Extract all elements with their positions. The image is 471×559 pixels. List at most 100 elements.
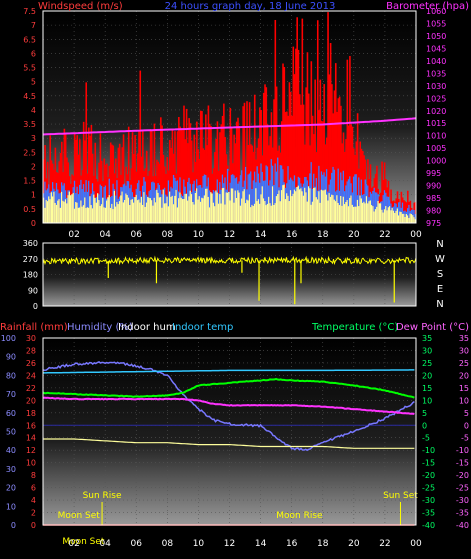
wind-bar-max bbox=[75, 139, 77, 223]
wind-bar-max bbox=[115, 158, 117, 223]
wind-bar-low bbox=[280, 190, 283, 223]
wind-bar-avg bbox=[337, 168, 340, 223]
wind-bar-low bbox=[121, 191, 124, 223]
wind-bar-low bbox=[43, 197, 45, 223]
wind-bar-avg bbox=[152, 181, 154, 223]
wind-bar-low bbox=[64, 199, 67, 223]
wind-bar-low bbox=[193, 204, 196, 223]
wind-bar-max bbox=[343, 151, 346, 223]
wind-bar-low bbox=[80, 200, 82, 223]
wind-bar-low bbox=[201, 197, 203, 223]
wind-bar-low bbox=[216, 192, 219, 223]
wind-bar-low bbox=[217, 203, 220, 223]
wind-bar-max bbox=[178, 117, 180, 223]
wind-bar-avg bbox=[266, 166, 269, 223]
wind-bar-max bbox=[346, 59, 349, 224]
wind-bar-max bbox=[196, 121, 198, 223]
wind-bar-max bbox=[314, 79, 316, 223]
wind-bar-low bbox=[295, 191, 297, 223]
temp-tick-l-10: 10 bbox=[422, 396, 432, 405]
baro-tick-1015: 1015 bbox=[426, 119, 446, 128]
x-tick-bot-12: 12 bbox=[224, 539, 235, 549]
wind-bar-max bbox=[246, 101, 248, 223]
wind-bar-low bbox=[131, 199, 134, 223]
wind-bar-avg bbox=[82, 184, 85, 223]
wind-bar-low bbox=[397, 215, 400, 223]
wind-bar-avg bbox=[167, 180, 170, 223]
wind-bar-low bbox=[309, 188, 311, 223]
wind-bar-low bbox=[325, 194, 328, 223]
x-tick-top-06: 06 bbox=[131, 230, 143, 240]
wind-bar-max bbox=[205, 114, 207, 223]
wind-bar-avg bbox=[44, 181, 46, 223]
wind-bar-low bbox=[291, 196, 293, 223]
wind-bar-low bbox=[198, 196, 201, 223]
wind-bar-low bbox=[259, 203, 261, 223]
baro-tick-975: 975 bbox=[426, 219, 441, 228]
wind-bar-low bbox=[148, 197, 151, 223]
wind-bar-avg bbox=[382, 195, 385, 223]
wind-tick-1.5: 1.5 bbox=[23, 177, 36, 186]
temp-tick-l-5: 5 bbox=[422, 409, 427, 418]
wind-bar-low bbox=[63, 201, 66, 223]
wind-bar-max bbox=[302, 104, 305, 223]
series-4 bbox=[42, 396, 415, 415]
wind-bar-low bbox=[153, 197, 156, 223]
wind-bar-max bbox=[293, 74, 296, 223]
wind-bar-low bbox=[253, 203, 256, 223]
wind-tick-7.5: 7.5 bbox=[23, 7, 36, 16]
astronomy-events: Sun Rise Sun Set Moon Set Moon Rise Moon Set bbox=[58, 491, 419, 547]
wind-bar-low bbox=[67, 195, 70, 223]
wind-bar-low bbox=[345, 201, 347, 223]
wind-bar-low bbox=[403, 213, 405, 223]
event-label-1: Sun Set bbox=[383, 491, 418, 501]
wind-bar-low bbox=[270, 205, 273, 223]
x-tick-bot-18: 18 bbox=[317, 539, 329, 549]
wind-bar-low bbox=[376, 206, 378, 223]
wind-bar-max bbox=[219, 132, 221, 223]
dir-tick-180: 180 bbox=[23, 271, 38, 280]
wind-bar-low bbox=[336, 195, 338, 223]
wind-bar-max bbox=[284, 112, 287, 223]
wind-bar-low bbox=[365, 196, 368, 223]
wind-bar-max bbox=[171, 129, 174, 223]
wind-bar-max bbox=[235, 121, 238, 223]
wind-bar-low bbox=[175, 189, 178, 223]
wind-bar-max bbox=[207, 105, 210, 223]
wind-bar-low bbox=[181, 199, 184, 223]
wind-bar-low bbox=[151, 200, 153, 223]
wind-bar-low bbox=[143, 192, 145, 223]
wind-bar-low bbox=[71, 194, 73, 223]
wind-bar-avg bbox=[250, 171, 252, 223]
wind-bar-avg bbox=[172, 174, 175, 223]
wind-bar-max bbox=[216, 121, 219, 223]
wind-bar-max bbox=[160, 117, 162, 223]
wind-bar-max bbox=[76, 135, 79, 223]
wind-bar-low bbox=[59, 207, 62, 223]
wind-bar-low bbox=[196, 188, 198, 223]
wind-bar-low bbox=[118, 201, 121, 223]
wind-bar-avg bbox=[79, 184, 81, 223]
wind-bar-low bbox=[166, 196, 169, 223]
wind-bar-low bbox=[374, 209, 377, 223]
x-tick-bot-14: 14 bbox=[255, 539, 267, 549]
wind-tick-4: 4 bbox=[31, 106, 36, 115]
wind-bar-avg bbox=[386, 196, 389, 223]
wind-bar-low bbox=[111, 203, 113, 223]
wind-bar-low bbox=[289, 190, 292, 223]
x-tick-top-14: 14 bbox=[255, 230, 267, 240]
wind-bar-low bbox=[404, 217, 407, 223]
wind-bar-low bbox=[246, 199, 248, 223]
dew-tick--20: -20 bbox=[456, 471, 469, 480]
wind-bar-max bbox=[265, 87, 268, 223]
wind-bar-max bbox=[199, 110, 202, 223]
baro-tick-1000: 1000 bbox=[426, 157, 446, 166]
wind-bar-low bbox=[162, 189, 165, 223]
wind-bar-low bbox=[268, 196, 270, 223]
wind-bar-low bbox=[50, 192, 53, 223]
wind-bar-max bbox=[286, 111, 288, 223]
wind-bar-low bbox=[102, 197, 104, 223]
wind-bar-max bbox=[66, 157, 68, 223]
wind-bar-low bbox=[97, 193, 99, 223]
wind-bar-low bbox=[396, 208, 399, 223]
